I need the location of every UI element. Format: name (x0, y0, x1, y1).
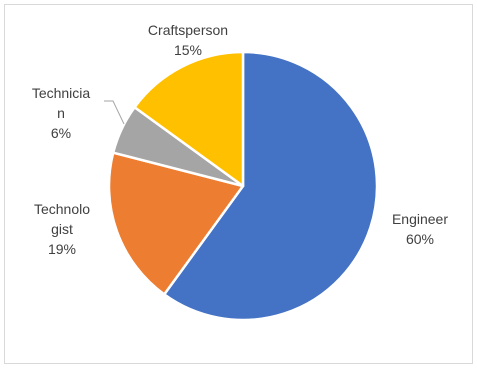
pie-slice-technologist (107, 151, 245, 296)
data-label-engineer: Engineer 60% (392, 211, 448, 247)
pie-slice-craftsperson (133, 50, 245, 188)
pie-slice-engineer (162, 50, 379, 322)
data-label-technologist: Technolo gist 19% (34, 201, 90, 257)
data-labels: Engineer 60% Technolo gist 19% Technicia n 6% Cr… (32, 22, 449, 257)
pie-slices (107, 50, 379, 322)
data-label-craftsperson: Craftsperson 15% (148, 22, 228, 58)
data-label-technician: Technicia n 6% (32, 85, 91, 141)
technician-leader-line (104, 100, 125, 125)
